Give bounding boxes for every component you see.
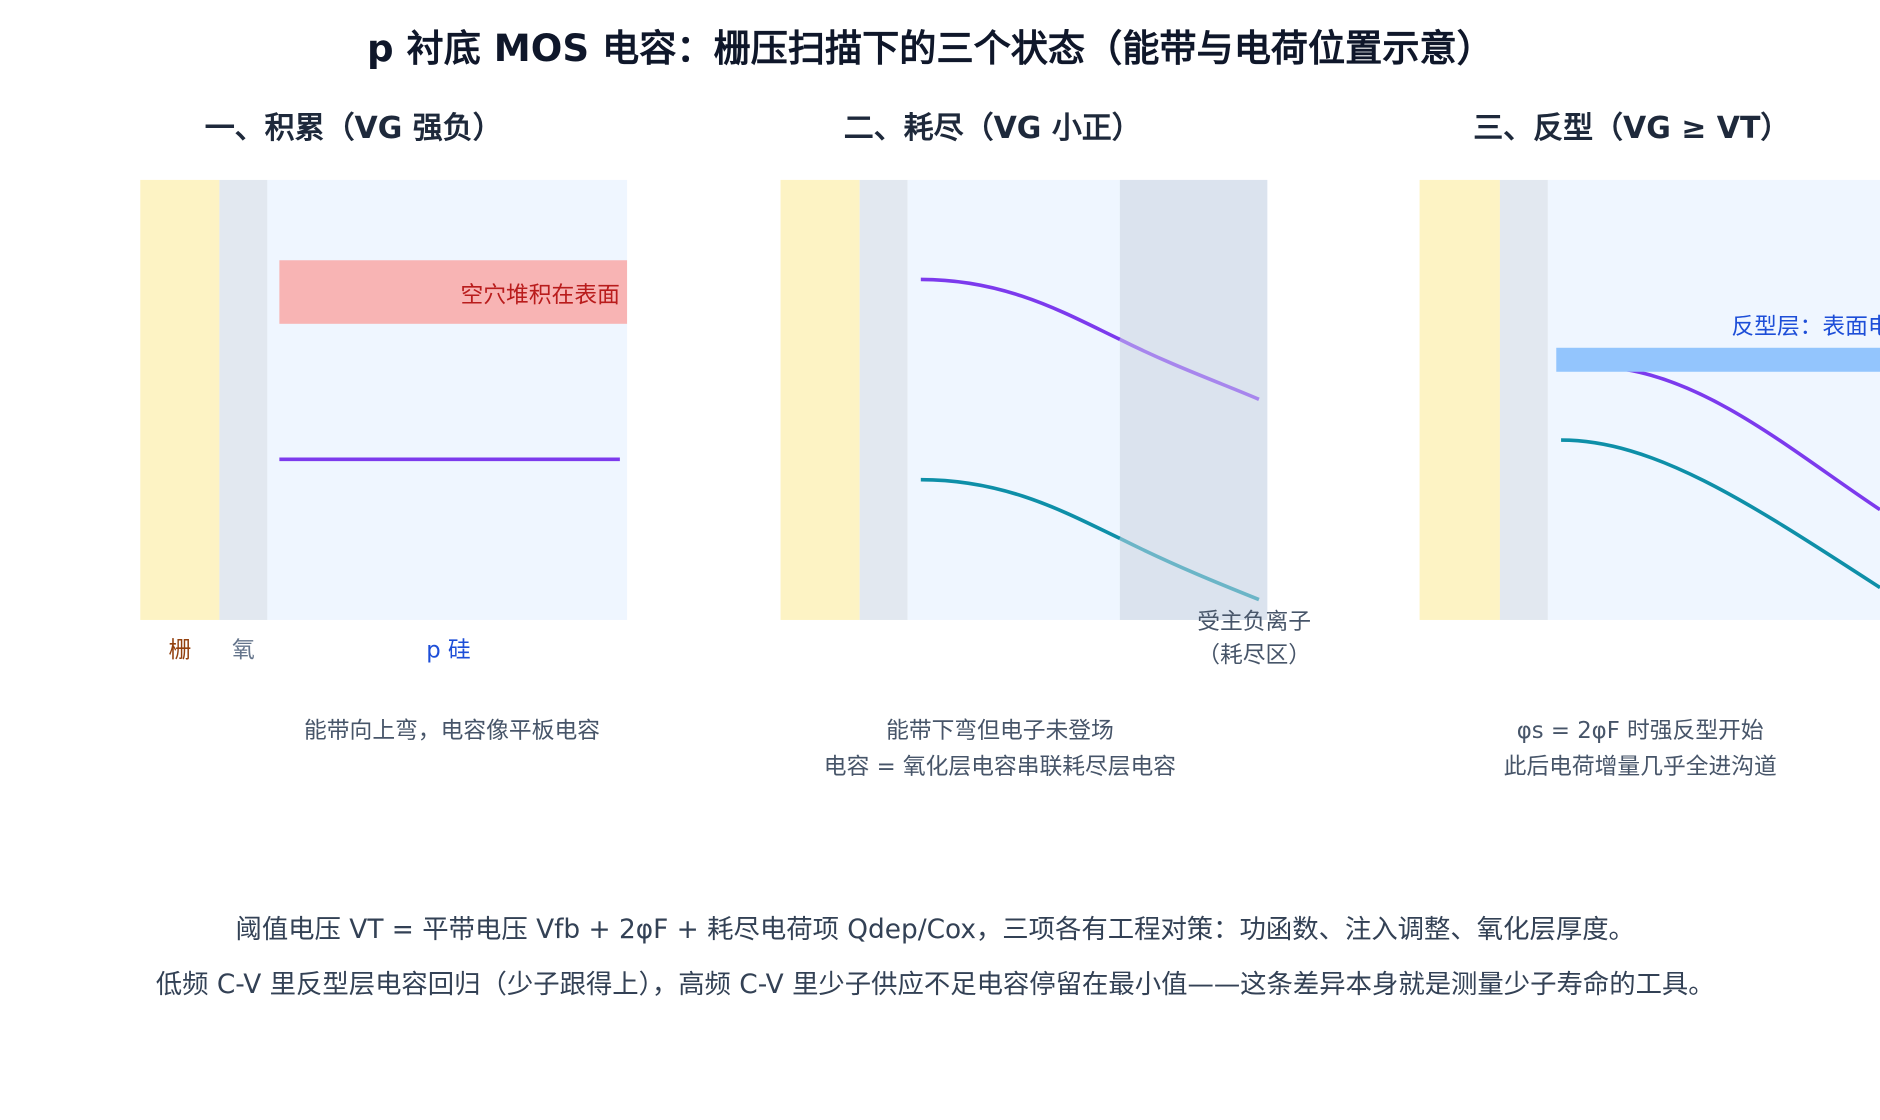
band-curve bbox=[920, 477, 1121, 541]
panel-heading: 一、积累（VG 强负） bbox=[205, 111, 503, 146]
depletion-region bbox=[1119, 179, 1268, 620]
panel-heading: 三、反型（VG ≥ VT） bbox=[1473, 111, 1790, 146]
oxide bbox=[859, 179, 908, 620]
caption: 此后电荷增量几乎全进沟道 bbox=[1504, 754, 1777, 780]
band-curve bbox=[1119, 536, 1260, 602]
silicon bbox=[267, 179, 628, 620]
band-curve bbox=[1561, 438, 1880, 590]
caption: 电容 = 氧化层电容串联耗尽层电容 bbox=[824, 754, 1176, 780]
band-curve bbox=[1624, 367, 1880, 512]
footer-line: 阈值电压 VT = 平带电压 Vfb + 2φF + 耗尽电荷项 Qdep/Co… bbox=[235, 915, 1634, 945]
annotation: 反型层：表面电子 bbox=[1731, 314, 1880, 340]
title: p 衬底 MOS 电容：栅压扫描下的三个状态（能带与电荷位置示意） bbox=[367, 27, 1494, 70]
oxide bbox=[219, 179, 268, 620]
caption: 能带下弯但电子未登场 bbox=[886, 718, 1114, 744]
gate bbox=[780, 179, 860, 620]
gate bbox=[140, 179, 220, 620]
band-curve bbox=[1119, 337, 1260, 401]
label: 栅 bbox=[168, 638, 191, 664]
inversion-layer bbox=[1556, 347, 1880, 372]
hole-layer bbox=[279, 260, 628, 324]
annotation: 空穴堆积在表面 bbox=[460, 283, 619, 309]
band-curve bbox=[920, 277, 1121, 342]
footer-line: 低频 C-V 里反型层电容回归（少子跟得上），高频 C-V 里少子供应不足电容停… bbox=[156, 970, 1715, 1000]
caption: φs = 2φF 时强反型开始 bbox=[1517, 718, 1764, 744]
label: p 硅 bbox=[426, 638, 470, 664]
gate bbox=[1419, 179, 1500, 620]
annotation: 受主负离子 bbox=[1197, 609, 1311, 635]
panel-heading: 二、耗尽（VG 小正） bbox=[844, 111, 1142, 146]
caption: 能带向上弯，电容像平板电容 bbox=[304, 718, 600, 744]
label: 氧 bbox=[232, 638, 255, 664]
oxide bbox=[1499, 179, 1548, 620]
annotation: （耗尽区） bbox=[1197, 642, 1311, 668]
